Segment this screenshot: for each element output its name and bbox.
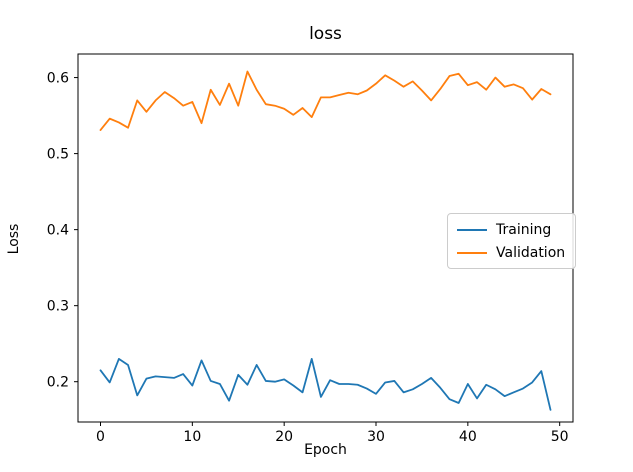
y-axis-label: Loss xyxy=(6,223,22,255)
legend-label-training: Training xyxy=(496,221,552,238)
y-tick-label: 0.4 xyxy=(47,223,69,239)
x-axis-label: Epoch xyxy=(304,442,347,458)
training-line-swatch xyxy=(457,228,487,231)
y-tick-label: 0.6 xyxy=(47,71,69,87)
validation-line xyxy=(99,70,552,131)
x-tick-label: 20 xyxy=(275,429,293,445)
y-tick-label: 0.5 xyxy=(47,147,69,163)
y-tick-label: 0.3 xyxy=(47,299,69,315)
legend-entry-training: Training xyxy=(457,220,565,239)
x-tick-label: 40 xyxy=(459,429,477,445)
training-line xyxy=(99,357,552,411)
chart-title: loss xyxy=(309,24,342,44)
validation-line-swatch xyxy=(457,251,487,254)
legend-entry-validation: Validation xyxy=(457,243,565,262)
legend-label-validation: Validation xyxy=(496,244,566,261)
x-tick-label: 0 xyxy=(96,429,105,445)
y-tick-label: 0.2 xyxy=(47,375,69,391)
x-tick-label: 10 xyxy=(183,429,201,445)
x-tick-label: 30 xyxy=(367,429,385,445)
legend: Training Validation xyxy=(447,213,577,269)
x-tick-label: 50 xyxy=(551,429,569,445)
